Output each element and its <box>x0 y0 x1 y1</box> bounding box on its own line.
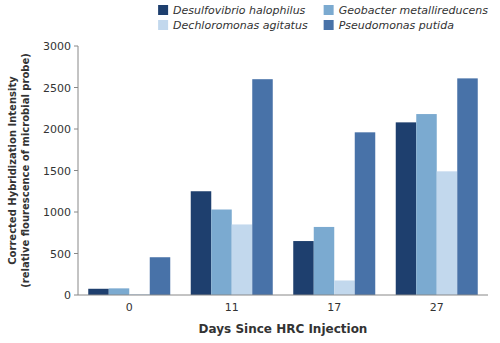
x-tick-label: 17 <box>327 301 341 314</box>
legend-swatch <box>158 20 168 30</box>
bar <box>293 241 314 295</box>
y-tick <box>74 129 78 130</box>
y-axis-label: Corrected Hybridization Intensity(relati… <box>7 53 31 288</box>
bars <box>88 78 478 295</box>
y-tick <box>74 212 78 213</box>
legend-item: Desulfovibrio halophilus <box>158 4 305 17</box>
y-tick <box>74 295 78 296</box>
x-axis-label: Days Since HRC Injection <box>199 322 368 336</box>
y-tick-label: 2500 <box>43 82 71 95</box>
bar <box>437 171 458 295</box>
x-tick-label: 0 <box>126 301 133 314</box>
legend-swatch <box>158 5 168 15</box>
bar <box>191 191 212 295</box>
y-tick-label: 0 <box>64 289 71 302</box>
legend: Desulfovibrio halophilus Geobacter metall… <box>158 4 488 32</box>
chart: 0 500 1000 1500 2000 2500 3000 0 11 17 27 Days Sinc… <box>0 0 500 343</box>
y-tick <box>74 253 78 254</box>
x-axis <box>78 295 488 296</box>
y-tick-label: 1000 <box>43 206 71 219</box>
bar <box>252 79 273 295</box>
bar <box>416 114 437 295</box>
x-tick-label: 11 <box>225 301 239 314</box>
bar <box>109 288 130 295</box>
legend-swatch <box>324 5 334 15</box>
bar <box>396 122 417 295</box>
y-tick-label: 1500 <box>43 165 71 178</box>
legend-label: Desulfovibrio halophilus <box>173 4 305 17</box>
legend-swatch <box>324 20 334 30</box>
legend-label: Dechloromonas agitatus <box>173 19 308 32</box>
legend-label: Geobacter metallireducens <box>339 4 489 17</box>
bar <box>150 257 171 295</box>
bar <box>211 210 232 295</box>
legend-label: Pseudomonas putida <box>339 19 455 32</box>
y-tick-label: 500 <box>50 248 71 261</box>
bar <box>334 280 355 295</box>
bar <box>314 227 335 295</box>
y-tick <box>74 46 78 47</box>
bar <box>232 224 253 295</box>
legend-item: Dechloromonas agitatus <box>158 19 308 32</box>
legend-item: Geobacter metallireducens <box>324 4 489 17</box>
bar <box>355 132 376 295</box>
bar <box>457 78 478 295</box>
y-tick-label: 3000 <box>43 40 71 53</box>
y-tick-label: 2000 <box>43 123 71 136</box>
x-tick-label: 27 <box>430 301 444 314</box>
bar <box>88 289 109 295</box>
y-tick <box>74 87 78 88</box>
legend-item: Pseudomonas putida <box>324 19 455 32</box>
y-tick <box>74 170 78 171</box>
